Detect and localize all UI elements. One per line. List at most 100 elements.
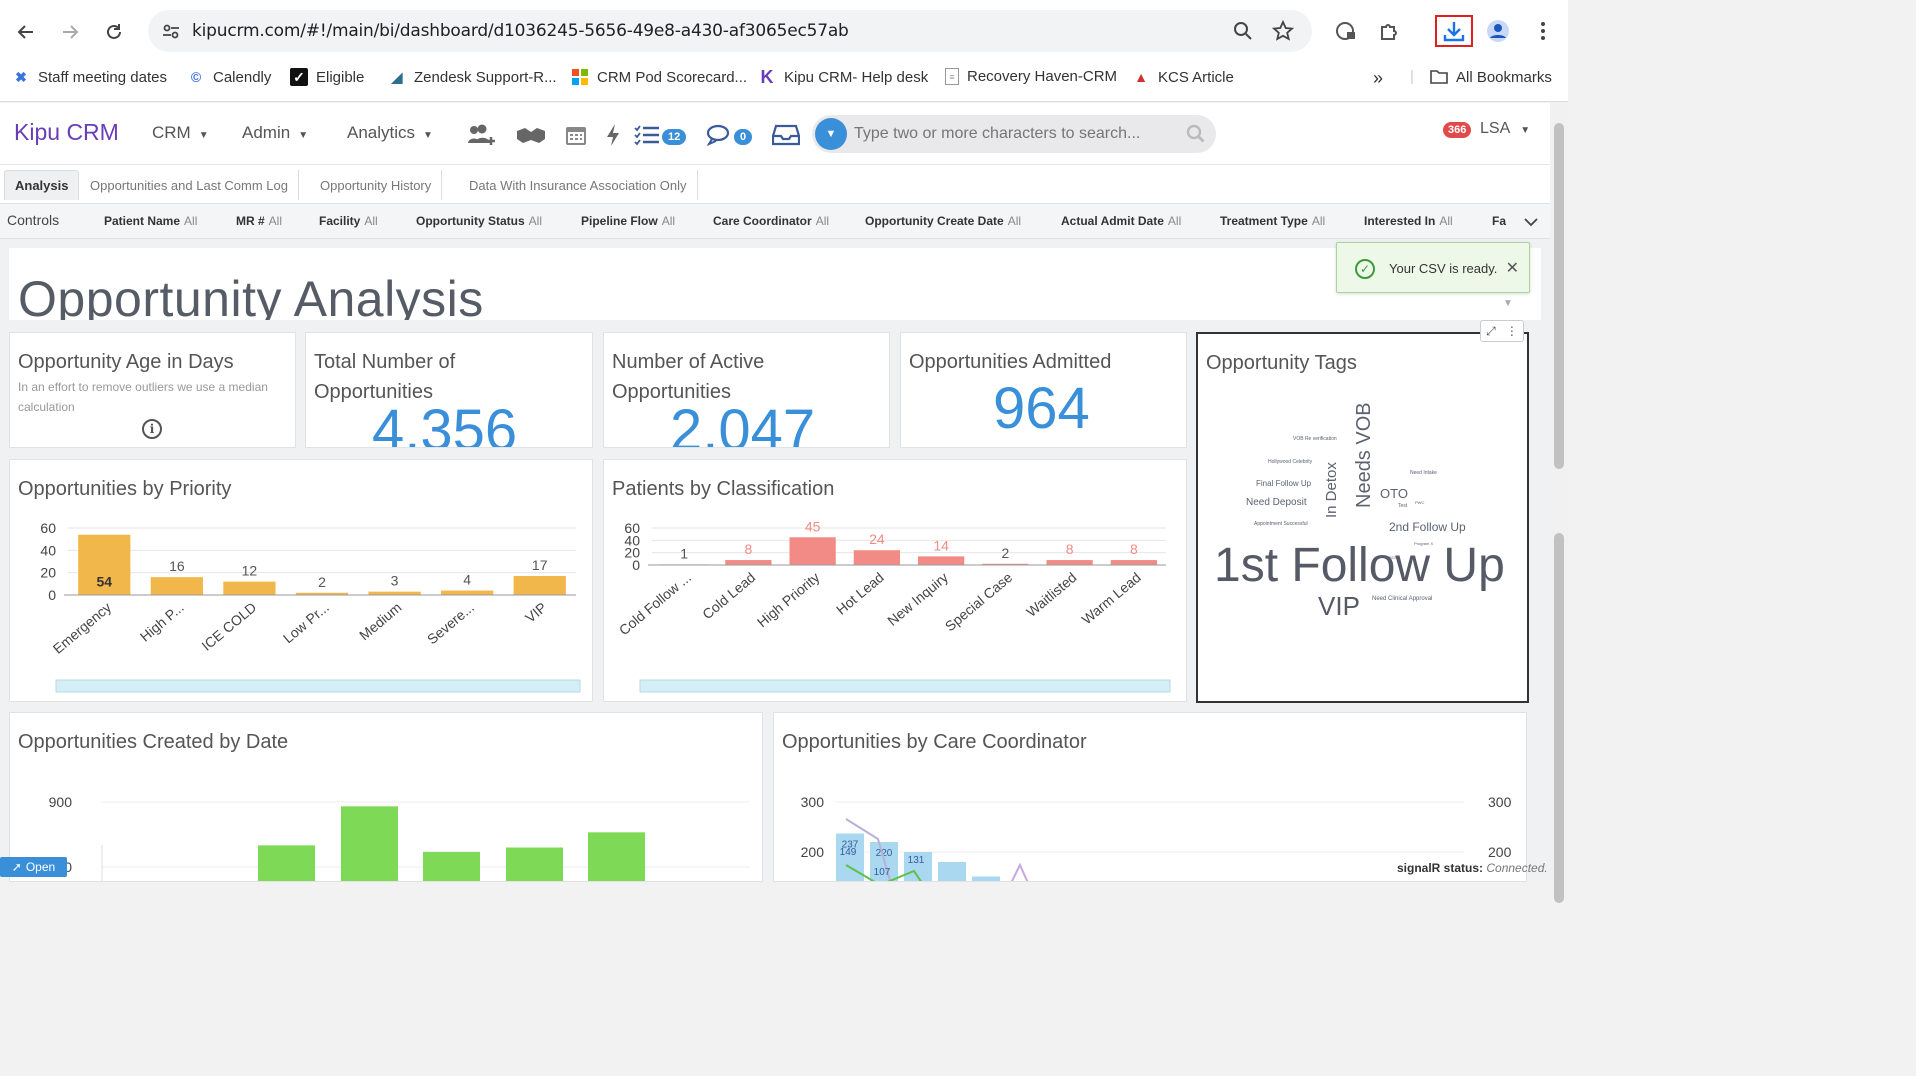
forward-icon[interactable]: [56, 18, 84, 46]
filter-opportunity-status[interactable]: Opportunity Status All: [416, 214, 542, 228]
kpi-value: 2,047: [670, 398, 816, 448]
data-label: 4: [463, 572, 471, 588]
menu-analytics[interactable]: Analytics ▼: [347, 123, 433, 143]
classification-chart-card: Patients by Classification 0 20 40 60 1 Cold …: [603, 459, 1187, 702]
bookmark-eligible[interactable]: ✓ Eligible: [290, 68, 364, 86]
user-menu[interactable]: LSA ▼: [1480, 120, 1530, 138]
bookmark-label: Staff meeting dates: [38, 68, 167, 86]
filter-pipeline-flow[interactable]: Pipeline Flow All: [581, 214, 675, 228]
expand-icon[interactable]: ⤢: [1486, 323, 1496, 338]
bar: [588, 832, 645, 881]
add-patient-icon[interactable]: [466, 122, 498, 148]
back-icon[interactable]: [12, 18, 40, 46]
filter-value: All: [1167, 214, 1182, 228]
menu-crm[interactable]: CRM ▼: [152, 123, 209, 143]
bookmark-staff-meeting[interactable]: ✖ Staff meeting dates: [12, 68, 167, 86]
info-icon[interactable]: i: [142, 419, 162, 439]
open-button[interactable]: ➚ Open: [0, 857, 67, 877]
tag-word: Appointment Successful: [1254, 521, 1308, 527]
filter-patient-name[interactable]: Patient Name All: [104, 214, 197, 228]
logo-prefix: Kipu: [14, 119, 61, 145]
address-bar[interactable]: kipucrm.com/#!/main/bi/dashboard/d103624…: [148, 10, 1312, 52]
scrollbar-thumb[interactable]: [1554, 123, 1564, 469]
x-tick-label: Waitlisted: [1023, 569, 1079, 620]
priority-chart-card: Opportunities by Priority 0 20 40 60 54 Emerg…: [9, 459, 593, 702]
password-manager-icon[interactable]: [1333, 18, 1359, 44]
lightning-icon[interactable]: [605, 122, 621, 148]
controls-label[interactable]: Controls: [7, 212, 60, 228]
zoom-icon[interactable]: [1232, 20, 1254, 42]
filter-care-coordinator[interactable]: Care Coordinator All: [713, 214, 829, 228]
extensions-icon[interactable]: [1377, 18, 1403, 44]
line-label: 107: [874, 867, 891, 878]
search-input[interactable]: [854, 123, 1174, 145]
controls-expand-chevron-icon[interactable]: [1524, 214, 1538, 232]
menu-label: Admin: [242, 123, 291, 142]
y-tick-label: 40: [40, 542, 56, 558]
filter-mr-number[interactable]: MR # All: [236, 214, 282, 228]
x-tick-label: High Priority: [754, 569, 823, 630]
bookmark-star-icon[interactable]: [1271, 19, 1295, 42]
tab-opportunity-history[interactable]: Opportunity History: [310, 170, 443, 200]
dashboard-scrollbar-thumb[interactable]: [1554, 533, 1564, 903]
kpi-subtitle: In an effort to remove outliers we use a…: [18, 380, 268, 414]
notifications-badge[interactable]: 366: [1443, 122, 1472, 138]
tag-word: OTO: [1380, 486, 1408, 501]
bookmarks-divider: |: [1410, 68, 1414, 85]
all-bookmarks-button[interactable]: All Bookmarks: [1430, 68, 1552, 86]
filter-value: All: [184, 214, 198, 228]
more-bookmarks-chevron-icon[interactable]: »: [1373, 68, 1384, 88]
tab-insurance-association[interactable]: Data With Insurance Association Only: [459, 170, 698, 200]
page-scrollbar[interactable]: [1550, 103, 1568, 903]
filter-interested-in[interactable]: Interested In All: [1364, 214, 1453, 228]
tag-word: 2nd Follow Up: [1389, 520, 1466, 534]
tasks-list-icon[interactable]: [634, 122, 660, 148]
filter-opportunity-create-date[interactable]: Opportunity Create Date All: [865, 214, 1021, 228]
filter-actual-admit-date[interactable]: Actual Admit Date All: [1061, 214, 1181, 228]
filter-treatment-type[interactable]: Treatment Type All: [1220, 214, 1325, 228]
bookmark-kcs[interactable]: ▲ KCS Article: [1132, 68, 1234, 86]
search-scope-dropdown[interactable]: ▼: [815, 118, 847, 150]
bookmark-crm-pod[interactable]: CRM Pod Scorecard...: [571, 68, 747, 86]
bookmark-label: Kipu CRM- Help desk: [784, 68, 929, 86]
tab-label: Data With Insurance Association Only: [469, 177, 687, 193]
profile-avatar-icon[interactable]: [1485, 18, 1511, 44]
x-tick-label: Hot Lead: [833, 569, 887, 618]
reload-icon[interactable]: [100, 18, 128, 46]
tag-word: VOB Re verification: [1293, 436, 1337, 442]
url-text[interactable]: kipucrm.com/#!/main/bi/dashboard/d103624…: [192, 21, 849, 41]
tab-analysis[interactable]: Analysis: [4, 170, 80, 200]
toast-message: Your CSV is ready.: [1389, 261, 1498, 276]
title-chevron-icon[interactable]: ▼: [1503, 298, 1513, 309]
bookmark-calendly[interactable]: © Calendly: [187, 68, 272, 86]
bookmark-label: KCS Article: [1158, 68, 1234, 86]
data-label: 2: [318, 574, 326, 590]
signalr-label: signalR status:: [1397, 861, 1484, 875]
messages-icon[interactable]: [706, 122, 734, 148]
filter-facility[interactable]: Facility All: [319, 214, 378, 228]
download-icon[interactable]: [1441, 18, 1467, 44]
global-search[interactable]: ▼: [812, 115, 1216, 153]
data-label: 220: [876, 848, 893, 859]
menu-admin[interactable]: Admin ▼: [242, 123, 308, 143]
browser-menu-icon[interactable]: [1530, 18, 1556, 44]
download-highlight: [1435, 15, 1473, 47]
bookmark-zendesk[interactable]: ◢ Zendesk Support-R...: [388, 68, 557, 86]
y2-tick-label: 300: [1488, 794, 1512, 810]
filter-value: All: [1007, 214, 1022, 228]
handshake-icon[interactable]: [515, 122, 547, 148]
bookmark-recovery-haven[interactable]: ≡ Recovery Haven-CRM: [945, 68, 1117, 85]
bookmark-kipu-help[interactable]: K Kipu CRM- Help desk: [758, 67, 929, 87]
tag-word: Test: [1398, 503, 1408, 509]
site-settings-icon[interactable]: [160, 20, 182, 42]
kipu-logo[interactable]: Kipu CRM: [14, 119, 119, 146]
calendar-icon[interactable]: [564, 122, 588, 148]
bar: [78, 534, 131, 595]
folder-icon: [1430, 68, 1448, 86]
inbox-icon[interactable]: [772, 122, 800, 148]
tab-opportunities-last-comm[interactable]: Opportunities and Last Comm Log: [80, 170, 299, 200]
close-icon[interactable]: ✕: [1505, 260, 1519, 277]
search-icon[interactable]: [1186, 124, 1206, 149]
more-options-icon[interactable]: ⋮: [1505, 324, 1518, 338]
filter-truncated[interactable]: Fa: [1492, 214, 1506, 228]
